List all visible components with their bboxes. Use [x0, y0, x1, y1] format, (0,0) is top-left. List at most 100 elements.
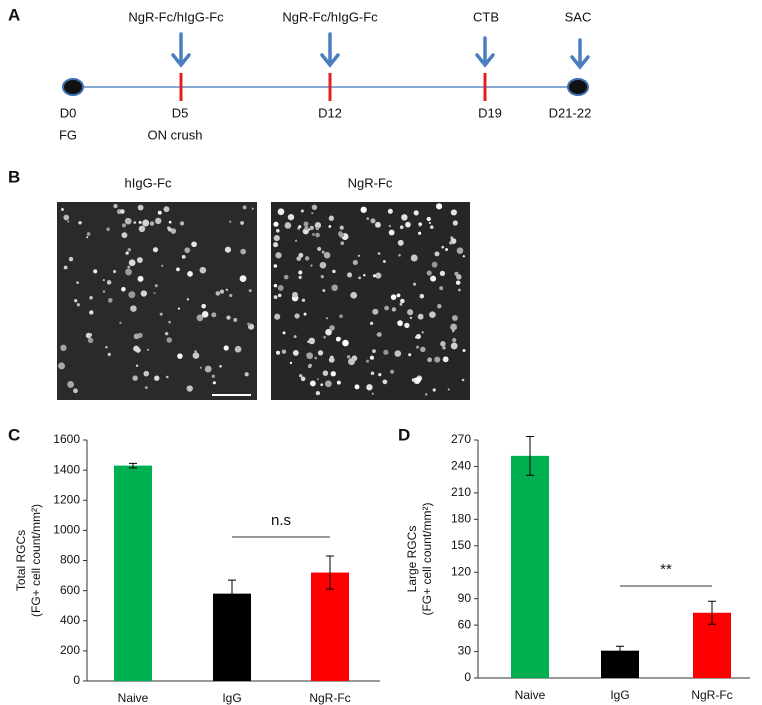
cell [307, 340, 310, 343]
cell [328, 215, 335, 221]
cell [63, 214, 70, 221]
cell [137, 275, 144, 282]
cell [308, 337, 316, 345]
cell [274, 313, 281, 320]
cell [119, 321, 122, 325]
cell [219, 364, 222, 368]
cell [325, 328, 332, 336]
cell [137, 204, 144, 211]
y-tick-label: 0 [464, 670, 471, 684]
cell [420, 346, 426, 353]
cell [388, 229, 395, 236]
cell [154, 375, 160, 381]
cell [442, 356, 449, 363]
cell [58, 362, 66, 370]
cell [138, 225, 146, 233]
cell [293, 335, 297, 339]
cell [275, 228, 280, 233]
cell [67, 220, 70, 223]
cell [322, 370, 329, 376]
cell [277, 284, 284, 291]
cell [300, 209, 304, 213]
y-tick-label: 210 [451, 485, 471, 499]
cell [413, 282, 417, 286]
cell [415, 377, 422, 383]
cell [434, 356, 441, 363]
cell [273, 242, 279, 248]
cell [223, 345, 229, 351]
cell [240, 248, 246, 255]
cell [339, 314, 343, 319]
cell [316, 378, 319, 381]
cell [416, 345, 420, 349]
cell [146, 348, 150, 352]
cell [292, 291, 298, 298]
y-tick-label: 1200 [53, 492, 80, 506]
bar [213, 593, 251, 681]
cell [314, 356, 318, 360]
y-axis-label: (FG+ cell count/mm²) [420, 502, 434, 615]
cell [457, 288, 461, 292]
cell [338, 232, 345, 238]
x-tick-label: IgG [610, 688, 629, 702]
cell [113, 203, 118, 209]
cell [244, 372, 249, 377]
x-tick-label: Naive [515, 688, 546, 702]
cell [449, 241, 453, 245]
cell [315, 232, 320, 238]
cell [352, 259, 358, 266]
cell [196, 314, 204, 322]
cell [283, 274, 289, 280]
cell [194, 350, 197, 353]
arrow [475, 36, 495, 68]
cell [396, 293, 401, 298]
cell [67, 381, 75, 388]
cell [372, 349, 376, 353]
cell [154, 284, 158, 288]
cell [328, 225, 332, 228]
treatment-label: SAC [565, 9, 592, 24]
cell [408, 353, 412, 357]
arrow [320, 32, 340, 68]
y-tick-label: 180 [451, 512, 471, 526]
cell [308, 228, 311, 231]
cell [418, 224, 421, 227]
y-axis-label: (FG+ cell count/mm²) [29, 504, 43, 617]
day-label: D21-22 [549, 105, 592, 120]
cell [462, 255, 466, 258]
cell [165, 375, 169, 379]
cell [358, 276, 362, 280]
cell [63, 265, 68, 270]
cell [299, 374, 303, 378]
cell [461, 378, 465, 382]
cell [394, 350, 402, 357]
cell [304, 226, 309, 231]
cell [452, 220, 458, 226]
cell [325, 317, 329, 320]
cell [168, 320, 171, 324]
cell [192, 352, 200, 359]
panel-label: B [8, 167, 20, 186]
cell [315, 226, 319, 231]
cell [157, 210, 162, 215]
cell [317, 246, 322, 252]
cell [133, 221, 137, 224]
cell [121, 232, 128, 239]
cell [240, 221, 244, 225]
cell [307, 364, 312, 369]
cell [130, 305, 137, 312]
timeline-start [62, 78, 84, 96]
cell [201, 311, 209, 318]
cell [201, 303, 207, 309]
cell [127, 248, 132, 252]
panel-label: D [398, 425, 410, 444]
cell [273, 295, 278, 300]
cell [251, 207, 254, 210]
cell [128, 291, 136, 299]
cell [390, 294, 397, 300]
cell [107, 352, 111, 357]
cell [439, 286, 444, 291]
cell [388, 224, 392, 228]
cell [400, 298, 405, 304]
